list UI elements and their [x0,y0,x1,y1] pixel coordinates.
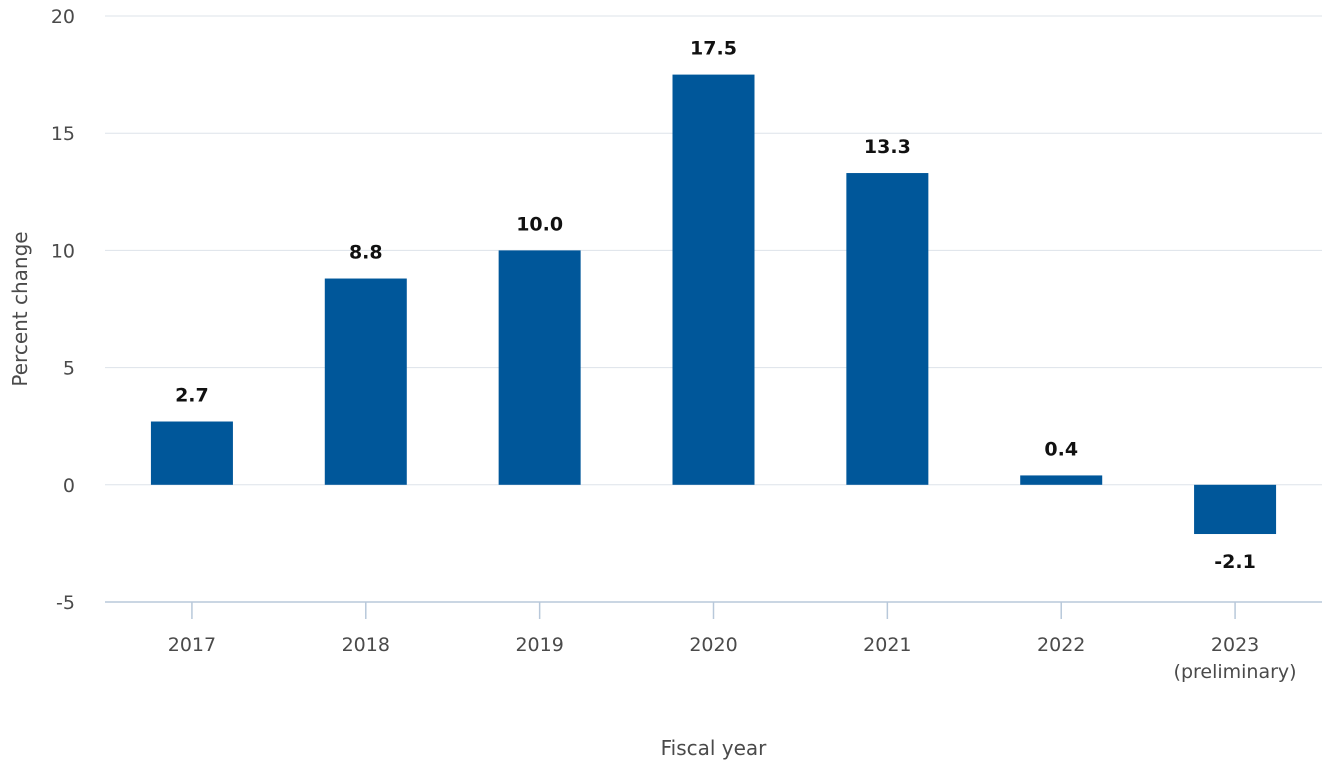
bar [150,421,233,485]
y-tick-label: 0 [63,475,75,497]
x-tick-label: 2017 [168,634,216,656]
bar [498,250,581,485]
bar [324,278,407,485]
bar [672,74,755,485]
data-label: 2.7 [175,385,209,407]
y-axis-title: Percent change [8,231,32,386]
y-tick-label: 10 [51,240,75,262]
data-label: 13.3 [864,136,911,158]
data-label: 0.4 [1044,438,1078,460]
y-axis-ticks: -5 0 5 10 15 20 [51,6,75,614]
x-axis-title: Fiscal year [661,736,768,760]
y-tick-label: 20 [51,6,75,28]
data-label: 17.5 [690,38,737,60]
x-tick-label: 2021 [863,634,911,656]
data-label: 8.8 [349,242,383,264]
data-label: -2.1 [1214,551,1256,573]
bar [1194,484,1277,535]
data-labels: 2.7 8.8 10.0 17.5 13.3 0.4 -2.1 [175,38,1256,573]
y-tick-label: 15 [51,123,75,145]
y-tick-label: -5 [56,592,75,614]
x-tick-label: 2018 [342,634,390,656]
bar [846,173,929,485]
x-tick-label: 2020 [689,634,737,656]
x-tick-label: 2022 [1037,634,1085,656]
x-axis: 2017 2018 2019 2020 2021 2022 2023 (preliminary… [105,601,1322,683]
bar [1020,475,1103,485]
x-tick-label: 2023 (preliminary) [1174,634,1297,683]
bars [150,74,1277,535]
data-label: 10.0 [516,213,563,235]
x-tick-label: 2019 [515,634,563,656]
y-tick-label: 5 [63,358,75,380]
